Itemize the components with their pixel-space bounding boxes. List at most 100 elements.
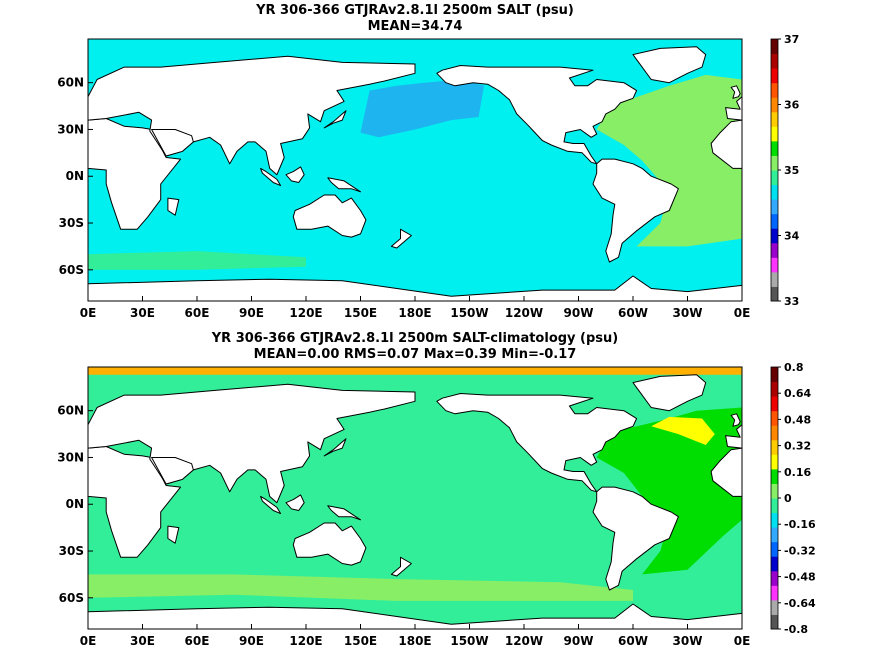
sumatra-landmass bbox=[260, 495, 282, 515]
colorbar-label: 0 bbox=[784, 492, 792, 505]
north-america-landmass bbox=[436, 65, 638, 165]
africa-west-landmass bbox=[710, 447, 742, 497]
uk-landmass bbox=[730, 85, 741, 99]
panel2-title-line1: YR 306-366 GTJRAv2.8.1l 2500m SALT-clima… bbox=[211, 331, 619, 346]
colorbar-label: 0.48 bbox=[784, 413, 811, 426]
x-tick-label: 120E bbox=[289, 306, 322, 320]
antarctica-landmass bbox=[88, 603, 742, 629]
y-tick-label: 60N bbox=[57, 404, 84, 418]
new-zealand-landmass bbox=[390, 556, 412, 577]
x-tick-label: 30E bbox=[130, 634, 155, 648]
arctic-positive-region bbox=[88, 367, 742, 375]
colorbar-segment bbox=[771, 242, 778, 258]
colorbar-segment bbox=[771, 82, 778, 98]
colorbar-segment bbox=[771, 614, 778, 630]
x-tick-label: 180E bbox=[398, 306, 431, 320]
madagascar-landmass bbox=[167, 197, 180, 216]
x-tick-label: 60E bbox=[185, 634, 210, 648]
colorbar-label: 33 bbox=[784, 295, 799, 308]
x-tick-label: 60E bbox=[185, 306, 210, 320]
japan-landmass bbox=[323, 110, 347, 129]
colorbar-segment bbox=[771, 140, 778, 156]
colorbar-segment bbox=[771, 111, 778, 127]
y-tick-label: 0N bbox=[66, 497, 84, 511]
map-body bbox=[88, 367, 742, 629]
south-america-landmass bbox=[592, 158, 679, 263]
madagascar-landmass bbox=[167, 525, 180, 544]
x-tick-label: 180E bbox=[398, 634, 431, 648]
colorbar-segment bbox=[771, 556, 778, 572]
africa-west-landmass bbox=[710, 119, 742, 169]
colorbar-segment bbox=[771, 381, 778, 397]
colorbar-segment bbox=[771, 367, 778, 383]
colorbar-segment bbox=[771, 512, 778, 528]
greenland-landmass bbox=[632, 374, 707, 412]
salinity-anomaly-map-panel: 0E 30E 60E 90E 120E 150E 180E 150W 120W 90W 60W 30W… bbox=[57, 361, 816, 648]
colorbar-label: 37 bbox=[784, 33, 799, 46]
colorbar-segment bbox=[771, 170, 778, 186]
colorbar-label: 36 bbox=[784, 99, 800, 112]
x-tick-label: 0E bbox=[80, 306, 97, 320]
arabia-landmass bbox=[151, 129, 194, 157]
colorbar-segment bbox=[771, 97, 778, 113]
y-tick-label: 30N bbox=[57, 122, 84, 136]
colorbar-label: 0.32 bbox=[784, 440, 811, 453]
ne-pacific-fresh-region bbox=[360, 79, 484, 138]
x-tick-label: 90E bbox=[239, 306, 264, 320]
panel1-title-line2: MEAN=34.74 bbox=[367, 19, 463, 34]
colorbar-segment bbox=[771, 213, 778, 229]
atlantic-salty-region bbox=[596, 74, 742, 247]
north-atlantic-high-region bbox=[651, 416, 715, 445]
southern-ocean-band-region bbox=[88, 251, 306, 270]
colorbar-segment bbox=[771, 257, 778, 273]
australia-landmass bbox=[292, 522, 367, 566]
x-tick-label: 150E bbox=[344, 306, 377, 320]
x-tick-label: 150E bbox=[344, 634, 377, 648]
colorbar-segment bbox=[771, 155, 778, 171]
colorbar-label: -0.32 bbox=[784, 544, 816, 557]
colorbar-segment bbox=[771, 599, 778, 615]
x-tick-label: 30W bbox=[673, 306, 703, 320]
x-tick-label: 0E bbox=[734, 634, 751, 648]
colorbar-segment bbox=[771, 585, 778, 601]
y-tick-label: 60N bbox=[57, 76, 84, 90]
southern-ocean-positive-region bbox=[88, 574, 633, 601]
x-tick-label: 30W bbox=[673, 634, 703, 648]
borneo-landmass bbox=[285, 166, 305, 183]
colorbar-segment bbox=[771, 483, 778, 499]
colorbar-segment bbox=[771, 271, 778, 287]
sumatra-landmass bbox=[260, 167, 282, 187]
panel2-title-line2: MEAN=0.00 RMS=0.07 Max=0.39 Min=-0.17 bbox=[253, 347, 577, 362]
colorbar-segment bbox=[771, 286, 778, 302]
colorbar-segment bbox=[771, 439, 778, 455]
x-tick-label: 150W bbox=[450, 634, 488, 648]
africa-landmass bbox=[88, 118, 182, 230]
colorbar-segment bbox=[771, 53, 778, 69]
south-america-landmass bbox=[592, 486, 679, 591]
panel1-title-line1: YR 306-366 GTJRAv2.8.1l 2500m SALT (psu) bbox=[256, 3, 574, 18]
colorbar-segment bbox=[771, 396, 778, 412]
japan-landmass bbox=[323, 438, 347, 457]
x-tick-label: 150W bbox=[450, 306, 488, 320]
colorbar-label: -0.16 bbox=[784, 518, 816, 531]
colorbar-label: 0.64 bbox=[784, 387, 811, 400]
colorbar-segment bbox=[771, 228, 778, 244]
y-tick-label: 0N bbox=[66, 169, 84, 183]
colorbar-label: -0.48 bbox=[784, 571, 816, 584]
eurasia-west-landmass bbox=[725, 96, 742, 121]
colorbar-segment bbox=[771, 39, 778, 55]
colorbar-label: -0.64 bbox=[784, 597, 816, 610]
north-america-landmass bbox=[436, 393, 638, 493]
colorbar-label: 0.16 bbox=[784, 466, 811, 479]
colorbar-label: -0.8 bbox=[784, 623, 808, 636]
eurasia-west-landmass bbox=[725, 424, 742, 449]
salinity-map-panel: 0E 30E 60E 90E 120E 150E 180E 150W 120W 90W 60W 30W… bbox=[57, 33, 799, 320]
x-tick-label: 120W bbox=[505, 306, 543, 320]
x-tick-label: 0E bbox=[734, 306, 751, 320]
colorbar-segment bbox=[771, 570, 778, 586]
greenland-landmass bbox=[632, 46, 707, 84]
y-tick-label: 30N bbox=[57, 450, 84, 464]
x-tick-label: 60W bbox=[618, 634, 648, 648]
x-tick-label: 90E bbox=[239, 634, 264, 648]
antarctica-landmass bbox=[88, 275, 742, 301]
